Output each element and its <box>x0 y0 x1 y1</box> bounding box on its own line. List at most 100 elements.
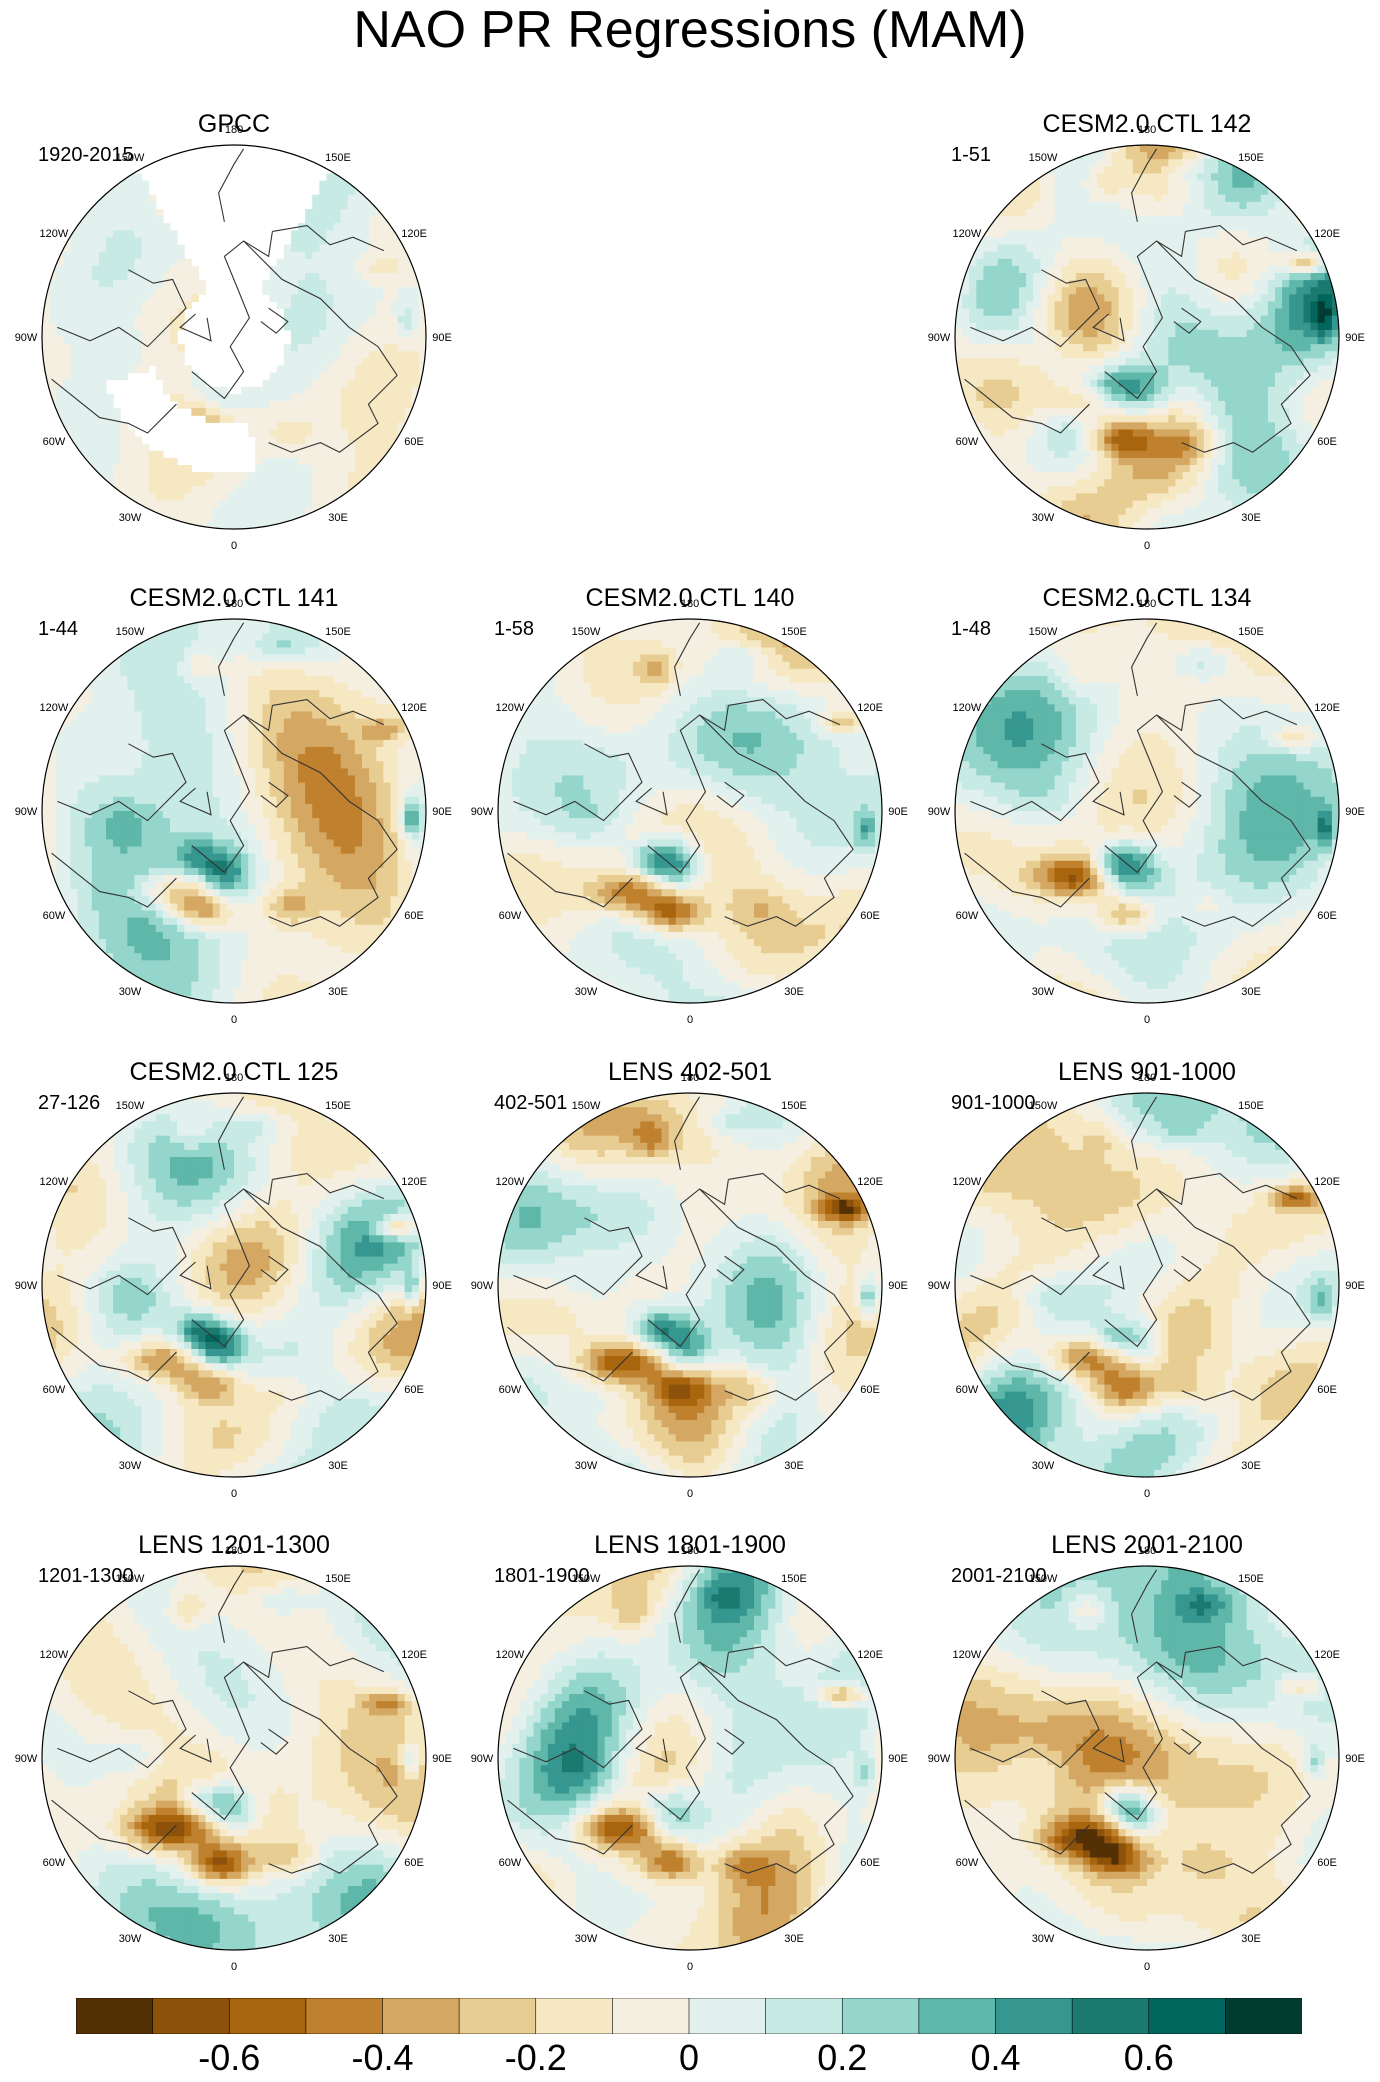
field-cell <box>1097 173 1105 182</box>
field-cell <box>1154 145 1162 153</box>
field-cell <box>1168 159 1177 167</box>
field-cell <box>42 803 50 812</box>
field-cell <box>1211 408 1219 416</box>
field-cell <box>1196 422 1205 431</box>
field-cell <box>411 273 420 281</box>
field-cell <box>390 265 399 274</box>
field-cell <box>362 230 370 239</box>
field-cell <box>1147 486 1155 495</box>
longitude-tick-label: 120W <box>40 228 69 240</box>
field-cell <box>120 322 128 331</box>
field-cell <box>134 761 143 769</box>
field-cell <box>1239 493 1248 502</box>
field-cell <box>155 683 164 691</box>
field-cell <box>1175 287 1184 295</box>
field-cell <box>1168 337 1177 345</box>
field-cell <box>976 273 985 281</box>
field-cell <box>1054 265 1063 274</box>
field-cell <box>241 408 249 416</box>
field-cell <box>1211 486 1219 495</box>
field-cell <box>1189 344 1198 352</box>
field-cell <box>1211 436 1219 445</box>
field-cell <box>1139 237 1148 246</box>
field-cell <box>1040 379 1049 388</box>
field-cell <box>1047 479 1056 487</box>
field-cell <box>1090 358 1098 367</box>
field-cell <box>1054 493 1063 502</box>
field-cell <box>983 265 992 274</box>
field-cell <box>127 230 136 239</box>
field-cell <box>1147 500 1155 509</box>
field-cell <box>1282 216 1290 224</box>
field-cell <box>127 223 136 231</box>
field-cell <box>298 308 306 317</box>
field-cell <box>134 860 143 869</box>
field-cell <box>113 690 121 698</box>
field-cell <box>113 223 121 231</box>
field-cell <box>1175 479 1184 487</box>
field-cell <box>184 507 192 516</box>
field-cell <box>1047 194 1056 203</box>
field-cell <box>1253 201 1262 210</box>
field-cell <box>148 718 157 727</box>
field-cell <box>1139 379 1148 388</box>
field-cell <box>1104 358 1113 367</box>
field-cell <box>1239 294 1248 303</box>
field-cell <box>148 988 157 997</box>
field-cell <box>283 322 292 331</box>
field-cell <box>255 465 264 473</box>
field-cell <box>1232 329 1241 338</box>
field-cell <box>155 500 164 509</box>
field-cell <box>56 839 64 848</box>
field-cell <box>276 258 285 267</box>
field-cell <box>177 365 185 374</box>
field-cell <box>1090 166 1098 175</box>
field-cell <box>1296 230 1305 239</box>
field-cell <box>255 393 264 402</box>
field-cell <box>120 754 128 762</box>
field-cell <box>1225 415 1233 423</box>
field-cell <box>1168 329 1177 338</box>
field-cell <box>1211 443 1219 452</box>
field-cell <box>1004 436 1013 445</box>
field-cell <box>113 675 121 684</box>
field-cell <box>1246 329 1255 338</box>
field-cell <box>1232 465 1241 473</box>
field-cell <box>170 322 178 331</box>
field-cell <box>326 237 335 246</box>
field-cell <box>98 775 107 784</box>
field-cell <box>1239 408 1248 416</box>
field-cell <box>298 486 306 495</box>
field-cell <box>369 422 377 431</box>
field-cell <box>1061 209 1070 217</box>
field-cell <box>326 351 335 359</box>
field-cell <box>1068 294 1077 303</box>
field-cell <box>1154 507 1162 516</box>
field-cell <box>84 811 93 819</box>
field-cell <box>91 365 100 374</box>
field-cell <box>170 351 178 359</box>
field-cell <box>1026 244 1034 253</box>
field-cell <box>962 308 970 317</box>
field-cell <box>1019 358 1027 367</box>
field-cell <box>127 697 136 705</box>
field-cell <box>113 775 121 784</box>
field-cell <box>1125 358 1134 367</box>
field-cell <box>63 832 72 841</box>
field-cell <box>1189 507 1198 516</box>
field-cell <box>1161 152 1169 160</box>
field-cell <box>1324 351 1333 359</box>
field-cell <box>354 372 363 381</box>
field-cell <box>390 429 399 438</box>
field-cell <box>120 896 128 905</box>
field-cell <box>106 187 114 196</box>
field-cell <box>141 329 150 338</box>
field-cell <box>997 308 1006 317</box>
field-cell <box>184 372 192 381</box>
field-cell <box>354 465 363 473</box>
field-cell <box>1125 251 1134 260</box>
field-cell <box>70 401 79 409</box>
field-cell <box>1090 408 1098 416</box>
field-cell <box>177 244 185 253</box>
field-cell <box>1182 436 1191 445</box>
